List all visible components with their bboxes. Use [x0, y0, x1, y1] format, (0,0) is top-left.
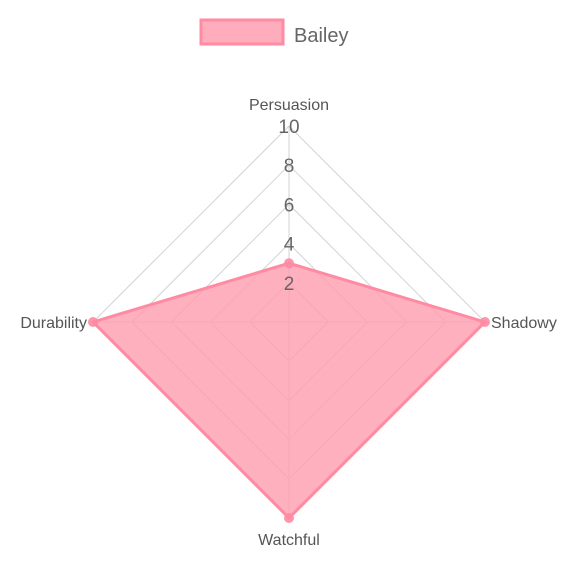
series-area [91, 261, 487, 520]
data-point [88, 317, 98, 327]
data-point [284, 513, 294, 523]
data-point [480, 317, 490, 327]
category-label: Durability [20, 315, 87, 332]
legend-swatch [199, 18, 285, 46]
data-point [284, 258, 294, 269]
category-label: Persuasion [249, 97, 329, 114]
tick-label: 10 [278, 117, 299, 138]
category-label: Shadowy [491, 315, 557, 332]
tick-label: 6 [284, 195, 295, 216]
category-label: Watchful [258, 532, 320, 549]
legend-label: Bailey [294, 25, 348, 47]
tick-label: 4 [284, 235, 295, 256]
tick-label: 2 [284, 274, 295, 295]
tick-label: 8 [284, 156, 295, 177]
